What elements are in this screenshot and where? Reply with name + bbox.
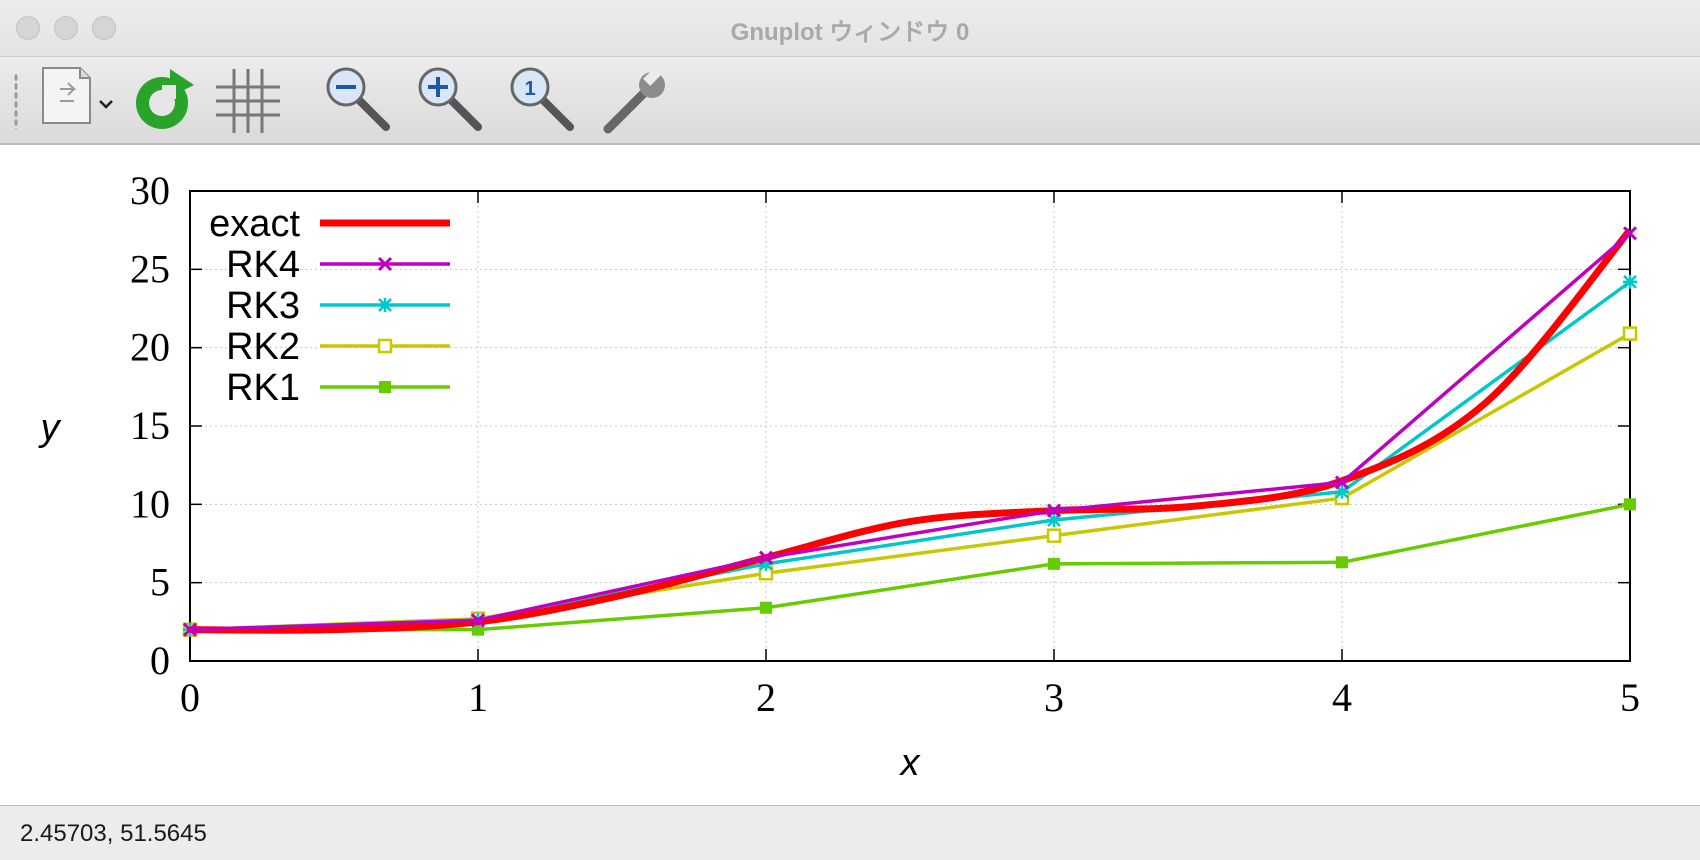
x-tick-label: 4 bbox=[1332, 675, 1352, 720]
y-tick-label: 0 bbox=[150, 638, 170, 683]
series-rk3-point bbox=[1623, 274, 1637, 289]
settings-wrench-icon[interactable] bbox=[598, 63, 674, 139]
series-rk3-point bbox=[759, 556, 773, 571]
zoom-window-button[interactable] bbox=[92, 16, 116, 40]
series-rk2-point bbox=[1046, 528, 1062, 543]
legend-rk4-label: RK4 bbox=[226, 244, 300, 286]
window-title: Gnuplot ウィンドウ 0 bbox=[730, 19, 970, 46]
legend-rk1-label: RK1 bbox=[226, 367, 300, 409]
x-tick-label: 0 bbox=[180, 675, 200, 720]
series-rk4-point bbox=[758, 550, 774, 565]
legend-rk2-label: RK2 bbox=[226, 326, 300, 368]
title-bar: Gnuplot ウィンドウ 0 bbox=[0, 0, 1700, 57]
y-tick-label: 5 bbox=[150, 560, 170, 605]
x-tick-label: 1 bbox=[468, 675, 488, 720]
series-rk3-point bbox=[1335, 484, 1349, 499]
series-rk4-point bbox=[1334, 475, 1350, 490]
legend-rk4-marker bbox=[377, 256, 393, 272]
replot-icon[interactable] bbox=[126, 63, 202, 139]
series-rk3-point bbox=[1047, 513, 1061, 527]
series-rk1-line bbox=[190, 502, 1631, 632]
x-tick-label: 3 bbox=[1044, 675, 1064, 720]
toolbar-grip bbox=[14, 73, 18, 129]
y-tick-label: 15 bbox=[130, 403, 170, 448]
y-tick-label: 25 bbox=[130, 246, 170, 291]
legend-exact-label: exact bbox=[209, 203, 300, 245]
legend-rk3-label: RK3 bbox=[226, 285, 300, 327]
toolbar: 1 bbox=[0, 57, 1700, 144]
y-tick-label: 30 bbox=[130, 168, 170, 213]
series-rk4-point bbox=[1046, 503, 1062, 518]
series-rk1-point bbox=[1048, 557, 1060, 570]
series-rk4-point bbox=[1622, 226, 1638, 241]
series-exact-line bbox=[189, 227, 1633, 634]
series-rk1-point bbox=[1624, 498, 1636, 511]
series-rk1-point bbox=[1336, 556, 1348, 569]
series-rk4-line bbox=[189, 231, 1632, 632]
export-document-icon[interactable] bbox=[38, 63, 114, 139]
y-tick-label: 20 bbox=[130, 325, 170, 370]
grid-icon[interactable] bbox=[210, 63, 286, 139]
x-tick-label: 2 bbox=[756, 675, 776, 720]
series-rk4-point bbox=[470, 613, 486, 628]
x-axis-title: x bbox=[899, 742, 922, 784]
plot-canvas[interactable]: 0 1 2 3 4 5 0 5 10 15 20 25 30 x y exact RK4 RK3 RK2 RK1 bbox=[0, 144, 1700, 806]
zoom-reset-icon[interactable]: 1 bbox=[506, 63, 582, 139]
legend-rk3-marker bbox=[378, 298, 392, 312]
series-rk1-point bbox=[760, 601, 772, 614]
series-rk1-point bbox=[472, 623, 484, 636]
zoom-out-icon[interactable] bbox=[322, 63, 398, 139]
y-tick-label: 10 bbox=[130, 481, 170, 526]
legend-rk2-marker bbox=[377, 338, 393, 354]
zoom-in-icon[interactable] bbox=[414, 63, 490, 139]
cursor-coordinates: 2.45703, 51.5645 bbox=[20, 820, 207, 847]
minimize-window-button[interactable] bbox=[54, 16, 78, 40]
svg-text:1: 1 bbox=[524, 78, 535, 100]
series-rk4-point bbox=[182, 622, 198, 637]
y-axis-title: y bbox=[38, 407, 62, 449]
legend-rk1-marker bbox=[379, 381, 391, 393]
close-window-button[interactable] bbox=[16, 16, 40, 40]
status-bar: 2.45703, 51.5645 bbox=[0, 806, 1700, 860]
series-rk2-point bbox=[1622, 326, 1638, 341]
x-tick-label: 5 bbox=[1620, 675, 1640, 720]
